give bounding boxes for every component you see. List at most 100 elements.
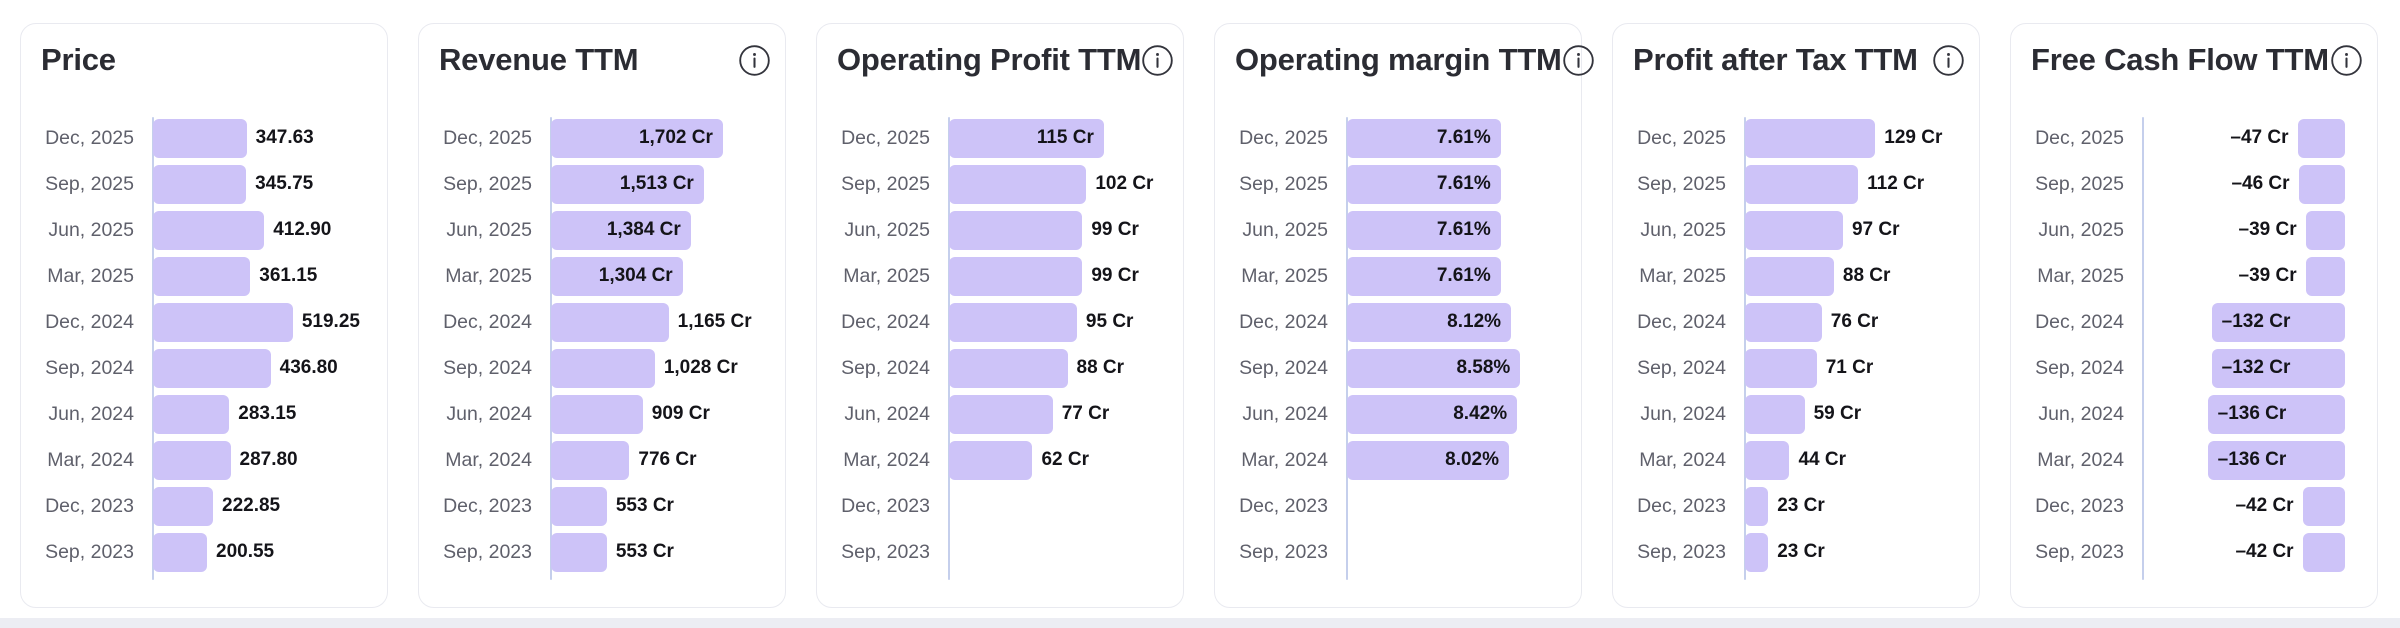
info-icon[interactable] (1141, 44, 1174, 77)
value-bar[interactable] (153, 118, 247, 158)
chart-row: Dec, 2024 8.12% (1229, 299, 1581, 345)
value-bar[interactable] (153, 486, 214, 526)
value-bar[interactable] (2211, 348, 2345, 388)
value-bar[interactable] (949, 440, 1033, 480)
date-label: Sep, 2023 (1637, 540, 1726, 563)
value-bar[interactable] (551, 394, 643, 434)
value-bar[interactable] (1347, 118, 1501, 158)
plot-area: 8.02% (1347, 440, 1549, 480)
plot-area: 62 Cr (949, 440, 1151, 480)
value-bar[interactable] (1745, 440, 1790, 480)
chart-row: Dec, 2025 115 Cr (831, 115, 1183, 161)
value-bar[interactable] (949, 256, 1083, 296)
value-bar[interactable] (551, 164, 704, 204)
date-label: Sep, 2025 (45, 172, 134, 195)
value-bar[interactable] (2298, 164, 2345, 204)
value-bar[interactable] (949, 302, 1077, 342)
value-label: 347.63 (255, 127, 314, 148)
value-bar[interactable] (2297, 118, 2345, 158)
value-bar[interactable] (551, 256, 683, 296)
date-label: Dec, 2024 (841, 310, 930, 333)
value-bar[interactable] (949, 394, 1053, 434)
value-bar[interactable] (949, 210, 1083, 250)
chart-row: Dec, 2023 –42 Cr (2025, 483, 2377, 529)
card-title: Revenue TTM (439, 42, 639, 77)
value-bar[interactable] (1745, 118, 1876, 158)
value-bar[interactable] (153, 394, 230, 434)
value-bar[interactable] (1347, 210, 1501, 250)
value-bar[interactable] (949, 164, 1087, 204)
value-bar[interactable] (551, 486, 607, 526)
value-bar[interactable] (153, 164, 247, 204)
chart-row: Sep, 2025 112 Cr (1627, 161, 1979, 207)
plot-area: 412.90 (153, 210, 355, 250)
value-bar[interactable] (153, 532, 207, 572)
chart-row: Sep, 2024 –132 Cr (2025, 345, 2377, 391)
chart-row: Mar, 2025 7.61% (1229, 253, 1581, 299)
value-bar[interactable] (1745, 256, 1834, 296)
value-bar[interactable] (2211, 302, 2345, 342)
value-label: 8.42% (1453, 403, 1508, 424)
value-bar[interactable] (2302, 486, 2345, 526)
info-icon[interactable] (1932, 44, 1965, 77)
info-icon[interactable] (738, 44, 771, 77)
plot-area: –136 Cr (2143, 394, 2345, 434)
value-label: –132 Cr (2221, 311, 2291, 332)
value-bar[interactable] (1347, 164, 1501, 204)
value-bar[interactable] (1745, 302, 1822, 342)
value-bar[interactable] (2305, 256, 2345, 296)
value-bar[interactable] (1347, 302, 1512, 342)
value-label: 7.61% (1436, 265, 1491, 286)
value-bar[interactable] (1745, 210, 1843, 250)
chart-row: Sep, 2024 88 Cr (831, 345, 1183, 391)
value-bar[interactable] (153, 440, 231, 480)
value-bar[interactable] (1745, 164, 1859, 204)
value-bar[interactable] (551, 118, 723, 158)
value-bar[interactable] (1347, 348, 1521, 388)
value-bar[interactable] (551, 440, 630, 480)
value-bar[interactable] (153, 348, 271, 388)
value-bar[interactable] (1347, 394, 1518, 434)
value-label: 1,304 Cr (598, 265, 673, 286)
axis-line (948, 117, 950, 580)
value-label: –39 Cr (2238, 265, 2297, 286)
value-bar[interactable] (949, 118, 1104, 158)
value-bar[interactable] (551, 532, 607, 572)
value-label: 1,384 Cr (606, 219, 681, 240)
chart-row: Mar, 2025 361.15 (35, 253, 387, 299)
value-bar[interactable] (153, 302, 293, 342)
plot-area: 1,028 Cr (551, 348, 753, 388)
date-label: Jun, 2024 (446, 402, 532, 425)
value-bar[interactable] (949, 348, 1068, 388)
card-header: Price (41, 38, 373, 82)
value-bar[interactable] (153, 256, 251, 296)
value-bar[interactable] (1745, 348, 1817, 388)
date-label: Dec, 2024 (2035, 310, 2124, 333)
card-header: Revenue TTM (439, 38, 771, 82)
value-bar[interactable] (2207, 440, 2345, 480)
value-bar[interactable] (1347, 440, 1509, 480)
chart-row: Dec, 2025 129 Cr (1627, 115, 1979, 161)
axis-line (152, 117, 154, 580)
info-icon[interactable] (1562, 44, 1595, 77)
value-label: –42 Cr (2235, 495, 2294, 516)
value-bar[interactable] (551, 302, 669, 342)
plot-area: 102 Cr (949, 164, 1153, 204)
value-bar[interactable] (1745, 394, 1805, 434)
value-bar[interactable] (1745, 486, 1769, 526)
info-icon[interactable] (2330, 44, 2363, 77)
value-bar[interactable] (2207, 394, 2345, 434)
date-label: Jun, 2025 (1242, 218, 1328, 241)
value-bar[interactable] (153, 210, 265, 250)
value-bar[interactable] (2302, 532, 2345, 572)
value-bar[interactable] (2305, 210, 2345, 250)
value-bar[interactable] (551, 210, 691, 250)
plot-area: 7.61% (1347, 118, 1549, 158)
value-bar[interactable] (1347, 256, 1501, 296)
value-bar[interactable] (1745, 532, 1769, 572)
axis-line (1744, 117, 1746, 580)
value-bar[interactable] (551, 348, 655, 388)
date-label: Sep, 2025 (841, 172, 930, 195)
plot-area: 59 Cr (1745, 394, 1947, 434)
date-label: Jun, 2025 (48, 218, 134, 241)
